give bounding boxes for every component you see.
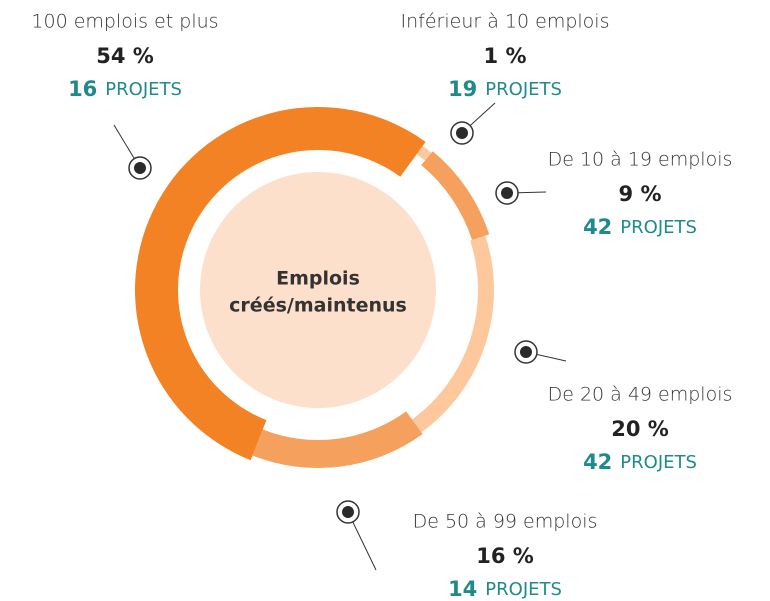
category-label: Inférieur à 10 emplois <box>401 11 610 33</box>
marker-dot <box>456 127 468 139</box>
donut-segment <box>134 106 426 461</box>
projects-label: 42 PROJETS <box>583 215 697 239</box>
percent-label: 9 % <box>619 182 662 206</box>
projects-label: 42 PROJETS <box>583 450 697 474</box>
donut-segment <box>421 151 490 240</box>
projects-unit: PROJETS <box>105 79 182 100</box>
percent-label: 54 % <box>96 44 154 68</box>
percent-label: 16 % <box>476 544 534 568</box>
donut-segment <box>416 145 432 161</box>
projects-count: 14 <box>448 577 477 601</box>
center-disc <box>200 172 436 408</box>
center-title: Emplois <box>276 268 360 290</box>
category-label: De 10 à 19 emplois <box>548 149 733 171</box>
marker-dot <box>342 506 354 518</box>
projects-unit: PROJETS <box>485 79 562 100</box>
center-title: créés/maintenus <box>229 295 407 317</box>
projects-label: 19 PROJETS <box>448 77 562 101</box>
projects-count: 19 <box>448 77 477 101</box>
category-label: De 20 à 49 emplois <box>548 384 733 406</box>
category-label: De 50 à 99 emplois <box>413 511 598 533</box>
marker-dot <box>501 187 513 199</box>
projects-unit: PROJETS <box>620 217 697 238</box>
marker-dot <box>134 162 146 174</box>
percent-label: 20 % <box>611 417 669 441</box>
projects-unit: PROJETS <box>485 579 562 600</box>
donut-segment <box>412 235 494 433</box>
projects-unit: PROJETS <box>620 452 697 473</box>
donut-segment <box>252 411 423 468</box>
marker-dot <box>520 346 532 358</box>
percent-label: 1 % <box>484 44 527 68</box>
projects-count: 42 <box>583 450 612 474</box>
projects-label: 16 PROJETS <box>68 77 182 101</box>
category-label: 100 emplois et plus <box>31 11 218 33</box>
projects-label: 14 PROJETS <box>448 577 562 601</box>
projects-count: 16 <box>68 77 97 101</box>
projects-count: 42 <box>583 215 612 239</box>
